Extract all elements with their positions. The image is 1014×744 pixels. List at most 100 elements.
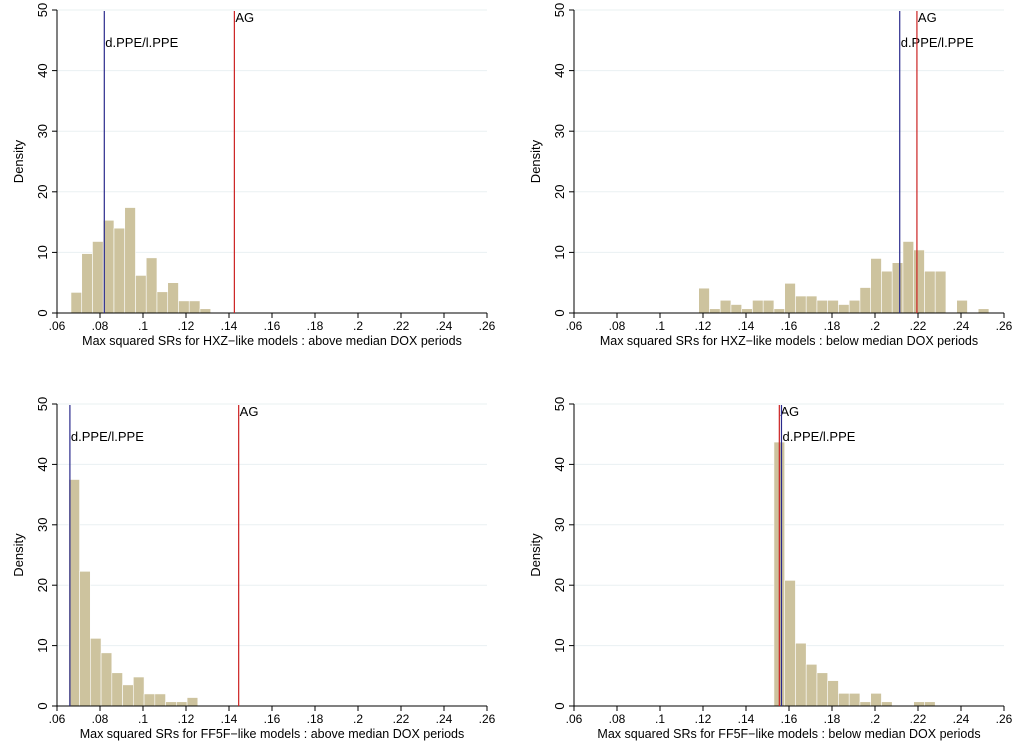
histogram-bar — [784, 283, 796, 314]
histogram-bar — [199, 308, 212, 314]
y-tick-label: 30 — [552, 518, 567, 532]
histogram-bar — [891, 262, 904, 314]
histogram-bar — [924, 701, 936, 707]
y-tick-label: 0 — [35, 702, 50, 709]
y-tick-label: 50 — [552, 3, 567, 17]
x-tick-label: .06 — [566, 712, 583, 726]
x-tick-label: .26 — [479, 319, 496, 333]
x-tick-label: .08 — [92, 712, 109, 726]
x-tick-label: .1 — [138, 319, 148, 333]
x-tick-label: .14 — [738, 319, 755, 333]
chart-panel-4: 0 10 20 30 40 50 .06 .08 .1 .12 .14 .16 .18 .2 .22 .24.… — [528, 397, 1013, 741]
x-tick-label: .16 — [264, 712, 281, 726]
x-tick-label: .26 — [996, 319, 1013, 333]
x-tick-label: .14 — [738, 712, 755, 726]
x-tick-label: .16 — [781, 319, 798, 333]
y-tick-label: 50 — [552, 397, 567, 411]
histogram-bar — [176, 701, 188, 707]
histogram-bar — [741, 308, 753, 314]
histogram-bar — [100, 652, 113, 707]
x-tick-label: .2 — [870, 319, 880, 333]
histogram-bar — [977, 308, 990, 314]
y-tick-label: 10 — [35, 245, 50, 259]
x-tick-label: .1 — [138, 712, 148, 726]
histogram-bar — [881, 270, 893, 314]
histogram-bar — [827, 680, 839, 707]
histogram-bar — [79, 571, 91, 707]
chart-panel-2: 0 10 20 30 40 50 .06 .08 .1 .12 .14 .16 .18 .2 .22 .24.… — [528, 3, 1013, 348]
x-tick-label: .22 — [910, 319, 927, 333]
histogram-bar — [698, 287, 710, 314]
x-tick-label: .08 — [609, 319, 626, 333]
histogram-bar — [111, 672, 123, 707]
x-tick-label: .22 — [393, 712, 410, 726]
y-tick-label: 40 — [35, 63, 50, 77]
y-tick-label: 20 — [35, 578, 50, 592]
histogram-bar — [784, 580, 796, 707]
x-tick-label: .22 — [910, 712, 927, 726]
histogram-bar — [913, 249, 925, 314]
y-tick-label: 30 — [552, 124, 567, 138]
x-tick-label: .08 — [609, 712, 626, 726]
x-tick-label: .18 — [307, 319, 324, 333]
ppe-line-label: d.PPE/l.PPE — [782, 429, 855, 444]
ag-line-label: AG — [235, 10, 254, 25]
y-tick-label: 20 — [35, 185, 50, 199]
histogram-bar — [795, 295, 807, 314]
y-tick-label: 40 — [552, 63, 567, 77]
x-tick-label: .26 — [479, 712, 496, 726]
histogram-bar — [924, 270, 936, 314]
x-tick-label: .2 — [870, 712, 880, 726]
x-tick-label: .18 — [824, 319, 841, 333]
histogram-bar — [124, 207, 136, 314]
histogram-bar — [848, 299, 861, 314]
y-tick-label: 50 — [35, 397, 50, 411]
x-tick-label: .2 — [353, 712, 363, 726]
x-tick-label: .12 — [178, 712, 195, 726]
histogram-bar — [816, 299, 829, 314]
ag-line-label: AG — [780, 404, 799, 419]
x-tick-label: .1 — [655, 319, 665, 333]
y-tick-label: 0 — [35, 309, 50, 316]
histogram-bar — [805, 295, 818, 314]
x-tick-label: .24 — [953, 319, 970, 333]
x-tick-label: .12 — [178, 319, 195, 333]
x-tick-label: .24 — [953, 712, 970, 726]
x-tick-label: .08 — [92, 319, 109, 333]
x-tick-label: .16 — [781, 712, 798, 726]
histogram-bar — [859, 287, 872, 314]
ag-line-label: AG — [918, 10, 937, 25]
ag-line-label: AG — [240, 404, 259, 419]
histogram-bar — [145, 257, 158, 314]
y-tick-label: 0 — [552, 702, 567, 709]
histogram-bar — [154, 693, 166, 707]
histogram-bar — [156, 291, 169, 314]
histogram-bar — [719, 299, 732, 314]
chart-panel-3: 0 10 20 30 40 50 .06 .08 .1 .12 .14 .16 .18 .2 .22 .24.… — [11, 397, 496, 741]
y-tick-label: 10 — [35, 638, 50, 652]
histogram-bar — [956, 299, 968, 314]
x-tick-label: .14 — [221, 319, 238, 333]
histogram-bar — [186, 697, 199, 707]
x-tick-label: .22 — [393, 319, 410, 333]
histogram-bar — [881, 701, 893, 707]
histogram-bar — [795, 642, 807, 707]
y-tick-label: 40 — [35, 457, 50, 471]
x-tick-label: .14 — [221, 712, 238, 726]
histogram-bar — [902, 241, 915, 314]
x-tick-label: .2 — [353, 319, 363, 333]
histogram-bar — [838, 693, 850, 707]
histogram-bar — [90, 638, 102, 707]
histogram-bar — [773, 308, 786, 314]
y-tick-label: 50 — [35, 3, 50, 17]
histogram-bar — [135, 275, 147, 314]
x-axis-title: Max squared SRs for FF5F−like models : a… — [80, 727, 465, 741]
x-axis-title: Max squared SRs for HXZ−like models : be… — [600, 334, 978, 348]
x-axis-title: Max squared SRs for FF5F−like models : b… — [597, 727, 980, 741]
histogram-bar — [81, 253, 93, 314]
x-tick-label: .24 — [436, 319, 453, 333]
histogram-bar — [848, 693, 861, 707]
histogram-bar — [752, 299, 764, 314]
histogram-bar — [122, 684, 134, 707]
